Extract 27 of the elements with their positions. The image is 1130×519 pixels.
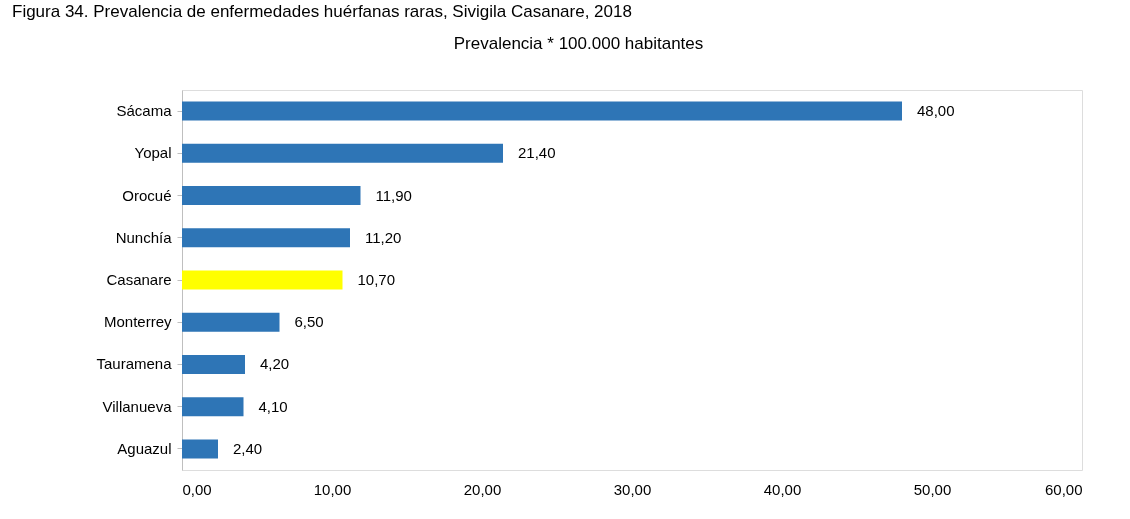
x-tick-label: 10,00	[313, 480, 352, 498]
data-label: 21,40	[518, 144, 556, 162]
data-label: 11,90	[375, 186, 412, 204]
chart-title: Prevalencia * 100.000 habitantes	[453, 34, 704, 53]
x-tick-label: 60,00	[1044, 480, 1083, 498]
text: Figura 34. Prevalencia de enfermedades huérfanas raras, Sivigila Casanare, 2018	[12, 2, 632, 21]
data-label: 6,50	[294, 313, 324, 331]
y-tick-label: Orocué	[122, 186, 172, 204]
data-label: 2,40	[233, 439, 263, 457]
data-label: 11,20	[365, 228, 402, 246]
y-tick-label: Nunchía	[115, 228, 173, 246]
data-label: 4,10	[258, 397, 288, 415]
y-tick-label: Sácama	[116, 102, 173, 120]
y-tick-label: Casanare	[106, 271, 172, 288]
x-tick-label: 50,00	[913, 480, 952, 498]
data-label: 4,20	[260, 355, 290, 373]
y-tick-label: Yopal	[134, 144, 172, 162]
x-tick-label: 20,00	[463, 480, 502, 498]
y-tick-label: Villanueva	[102, 397, 173, 415]
y-tick-label: Aguazul	[117, 439, 172, 457]
data-label: 10,70	[357, 271, 396, 288]
y-tick-label: Tauramena	[96, 355, 173, 373]
x-tick-label: 0,00	[182, 480, 212, 498]
y-tick-label: Monterrey	[103, 313, 172, 331]
x-tick-label: 30,00	[613, 480, 652, 498]
x-tick-label: 40,00	[763, 480, 802, 498]
data-label: 48,00	[917, 102, 955, 120]
